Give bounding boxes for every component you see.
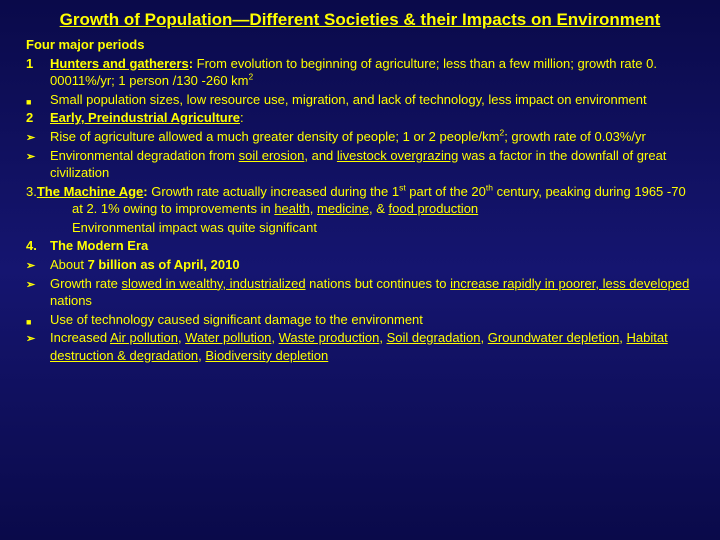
list-item: Growth rate slowed in wealthy, industria… — [26, 275, 700, 310]
list-item: Increased Air pollution, Water pollution… — [26, 329, 700, 364]
bullet-list: 1Hunters and gatherers: From evolution t… — [26, 55, 700, 365]
item-text: Growth rate slowed in wealthy, industria… — [50, 275, 700, 310]
item-text: 3.The Machine Age: Growth rate actually … — [26, 183, 700, 218]
list-item: Environmental degradation from soil eros… — [26, 147, 700, 182]
list-item: Environmental impact was quite significa… — [26, 219, 700, 237]
heading: Four major periods — [26, 36, 700, 54]
list-item: 4.The Modern Era — [26, 237, 700, 255]
chevron-bullet-icon — [26, 329, 50, 347]
list-item: 3.The Machine Age: Growth rate actually … — [26, 183, 700, 218]
chevron-bullet-icon — [26, 275, 50, 293]
item-text: Environmental degradation from soil eros… — [50, 147, 700, 182]
chevron-bullet-icon — [26, 256, 50, 274]
list-item: Use of technology caused significant dam… — [26, 311, 700, 329]
slide-body: Four major periods 1Hunters and gatherer… — [0, 36, 720, 364]
item-text: Rise of agriculture allowed a much great… — [50, 128, 700, 146]
list-item: About 7 billion as of April, 2010 — [26, 256, 700, 274]
chevron-bullet-icon — [26, 147, 50, 165]
item-text: Environmental impact was quite significa… — [26, 219, 700, 237]
square-bullet-icon — [26, 311, 50, 329]
list-item: 1Hunters and gatherers: From evolution t… — [26, 55, 700, 90]
item-text: Use of technology caused significant dam… — [50, 311, 700, 329]
number-marker: 1 — [26, 55, 50, 73]
item-text: Hunters and gatherers: From evolution to… — [50, 55, 700, 90]
slide-title: Growth of Population—Different Societies… — [0, 0, 720, 36]
number-marker: 2 — [26, 109, 50, 127]
item-text: The Modern Era — [50, 237, 700, 255]
item-text: Early, Preindustrial Agriculture: — [50, 109, 700, 127]
number-marker: 4. — [26, 237, 50, 255]
chevron-bullet-icon — [26, 128, 50, 146]
list-item: Small population sizes, low resource use… — [26, 91, 700, 109]
item-text: Increased Air pollution, Water pollution… — [50, 329, 700, 364]
square-bullet-icon — [26, 91, 50, 109]
list-item: 2Early, Preindustrial Agriculture: — [26, 109, 700, 127]
list-item: Rise of agriculture allowed a much great… — [26, 128, 700, 146]
item-text: Small population sizes, low resource use… — [50, 91, 700, 109]
item-text: About 7 billion as of April, 2010 — [50, 256, 700, 274]
